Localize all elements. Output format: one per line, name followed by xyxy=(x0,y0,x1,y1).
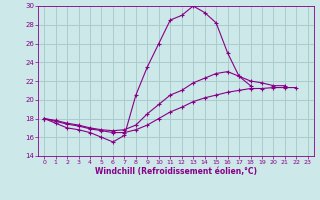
X-axis label: Windchill (Refroidissement éolien,°C): Windchill (Refroidissement éolien,°C) xyxy=(95,167,257,176)
